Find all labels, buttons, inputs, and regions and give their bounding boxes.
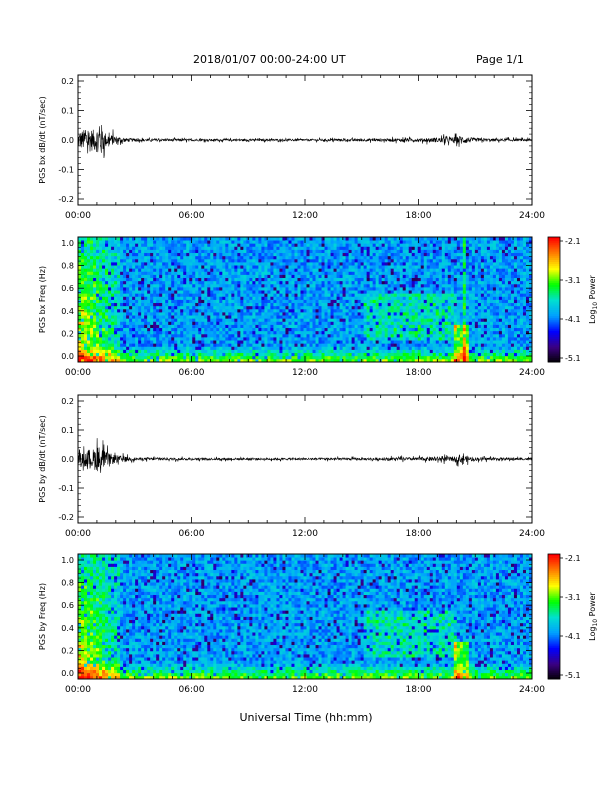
y-tick-label: 0.6 xyxy=(61,284,74,293)
colorbar-tick-label: -3.1 xyxy=(565,593,581,602)
colorbar-label: Log10 Power xyxy=(588,591,599,640)
page-number: Page 1/1 xyxy=(476,53,524,66)
y-tick-label: 0.4 xyxy=(61,307,74,316)
colorbar-frame xyxy=(547,553,561,680)
waveform-trace xyxy=(77,438,533,473)
colorbar-tick-label: -5.1 xyxy=(565,354,581,363)
y-tick-label: 0.0 xyxy=(61,455,74,464)
y-tick-label: 0.4 xyxy=(61,624,74,633)
colorbar-tick-label: -2.1 xyxy=(565,554,581,563)
colorbar-tick-label: -5.1 xyxy=(565,671,581,680)
x-tick-label: 00:00 xyxy=(65,368,91,378)
x-tick-label: 00:00 xyxy=(65,529,91,539)
date-range-title: 2018/01/07 00:00-24:00 UT xyxy=(193,53,346,66)
y-tick-label: 0.6 xyxy=(61,601,74,610)
y-tick-label: 0.0 xyxy=(61,136,74,145)
x-tick-label: 12:00 xyxy=(292,368,318,378)
y-tick-label: 0.1 xyxy=(61,107,74,116)
x-tick-label: 12:00 xyxy=(292,211,318,221)
x-tick-label: 12:00 xyxy=(292,685,318,695)
x-tick-label: 18:00 xyxy=(406,685,432,695)
x-tick-label: 12:00 xyxy=(292,529,318,539)
x-tick-label: 00:00 xyxy=(65,685,91,695)
colorbar-tick-label: -4.1 xyxy=(565,632,581,641)
y-axis-label: PGS by dB/dt (nT/sec) xyxy=(38,415,47,502)
x-tick-label: 18:00 xyxy=(406,211,432,221)
x-axis-title: Universal Time (hh:mm) xyxy=(239,711,373,724)
y-tick-label: 1.0 xyxy=(61,239,74,248)
x-tick-label: 06:00 xyxy=(179,685,205,695)
y-axis-label: PGS by Freq (Hz) xyxy=(38,583,47,650)
colorbar-frame xyxy=(547,236,561,363)
x-tick-label: 06:00 xyxy=(179,368,205,378)
x-tick-label: 24:00 xyxy=(519,529,545,539)
x-tick-label: 18:00 xyxy=(406,529,432,539)
y-tick-label: 0.0 xyxy=(61,352,74,361)
x-tick-label: 06:00 xyxy=(179,211,205,221)
y-tick-label: -0.1 xyxy=(58,166,74,175)
x-tick-label: 00:00 xyxy=(65,211,91,221)
colorbar: -2.1 -3.1 -4.1 -5.1 Log10 Power xyxy=(547,553,599,680)
x-tick-label: 24:00 xyxy=(519,211,545,221)
colorbar: -2.1 -3.1 -4.1 -5.1 Log10 Power xyxy=(547,236,599,363)
waveform-panel-2: 0.2 0.1 0.0 -0.1 -0.2 PGS by dB/dt (nT/sec) 00… xyxy=(38,394,545,539)
y-tick-label: -0.2 xyxy=(58,513,74,522)
x-tick-label: 06:00 xyxy=(179,529,205,539)
colorbar-label: Log10 Power xyxy=(588,274,599,323)
y-tick-label: 0.2 xyxy=(61,329,74,338)
waveform-panel-0: 0.2 0.1 0.0 -0.1 -0.2 PGS bx dB/dt (nT/sec) 00… xyxy=(38,74,545,221)
y-tick-label: -0.1 xyxy=(58,484,74,493)
y-tick-label: 0.8 xyxy=(61,262,74,271)
colorbar-tick-label: -3.1 xyxy=(565,276,581,285)
y-tick-label: -0.2 xyxy=(58,195,74,204)
y-tick-label: 0.8 xyxy=(61,579,74,588)
x-tick-label: 24:00 xyxy=(519,685,545,695)
colorbar-tick-label: -4.1 xyxy=(565,315,581,324)
y-tick-label: 0.1 xyxy=(61,426,74,435)
y-tick-label: 0.2 xyxy=(61,77,74,86)
x-tick-label: 18:00 xyxy=(406,368,432,378)
colorbar-tick-label: -2.1 xyxy=(565,237,581,246)
waveform-trace xyxy=(77,125,533,158)
x-tick-label: 24:00 xyxy=(519,368,545,378)
y-tick-label: 0.0 xyxy=(61,669,74,678)
y-tick-label: 0.2 xyxy=(61,397,74,406)
y-axis-label: PGS bx dB/dt (nT/sec) xyxy=(38,96,47,183)
y-axis-label: PGS bx Freq (Hz) xyxy=(38,266,47,333)
y-tick-label: 1.0 xyxy=(61,556,74,565)
y-tick-label: 0.2 xyxy=(61,646,74,655)
spectrogram-panel-3: 1.0 0.8 0.6 0.4 0.2 0.0 PGS by Freq (Hz) 00:00 0… xyxy=(38,553,545,695)
spectrogram-panel-1: 1.0 0.8 0.6 0.4 0.2 0.0 PGS bx Freq (Hz) 00:00 0… xyxy=(38,236,545,378)
